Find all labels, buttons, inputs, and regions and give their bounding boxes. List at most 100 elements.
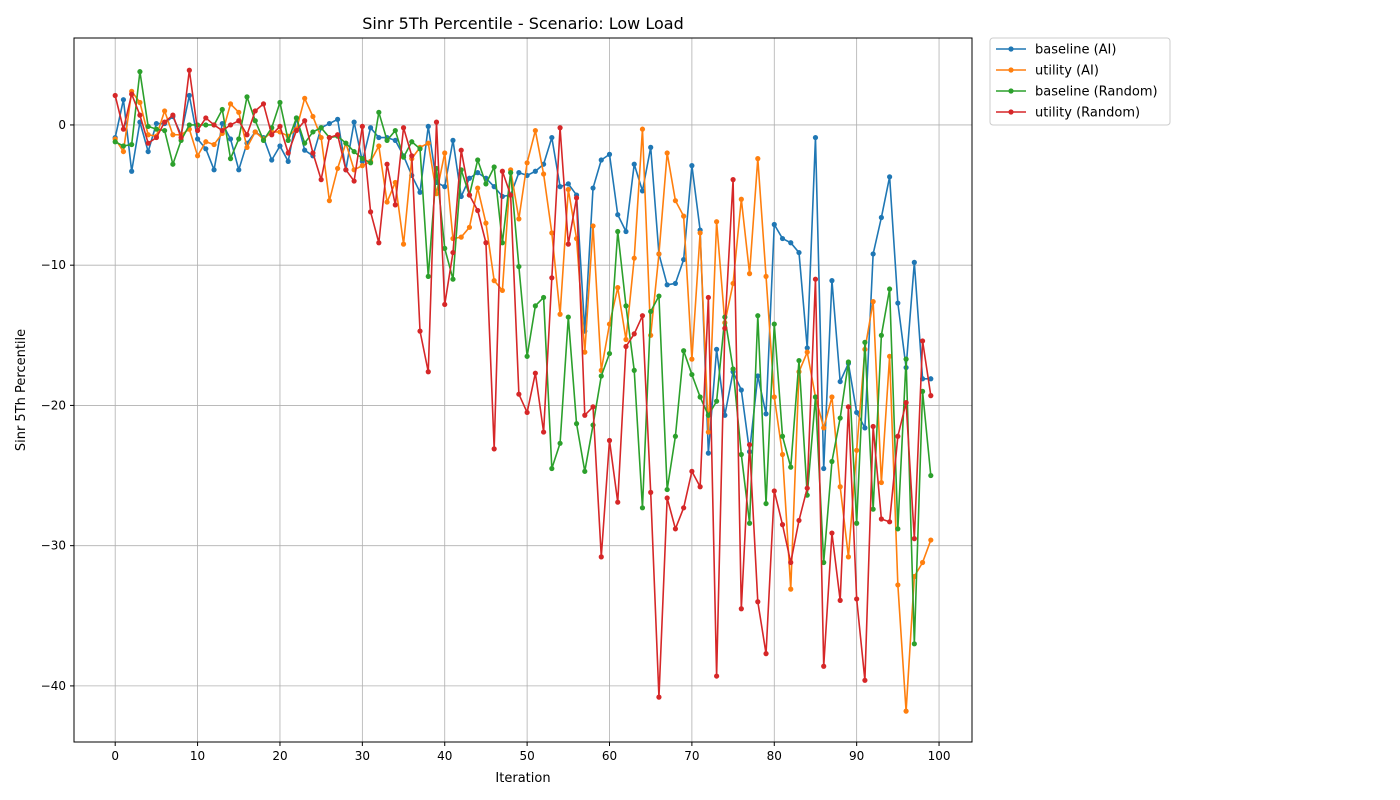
series-line [114, 69, 932, 698]
data-point [895, 582, 901, 588]
data-point [763, 273, 769, 280]
data-point [285, 158, 291, 165]
data-point [466, 224, 473, 230]
data-point [895, 433, 901, 439]
legend-label: baseline (AI) [1035, 43, 1116, 58]
data-point [681, 348, 687, 354]
data-point [129, 168, 135, 174]
series-line [114, 70, 932, 645]
data-point [623, 343, 629, 350]
data-point [590, 223, 596, 229]
data-point [384, 199, 390, 205]
data-point [870, 299, 876, 305]
data-point [755, 313, 761, 319]
data-point [911, 259, 917, 265]
data-point [227, 122, 234, 128]
legend: baseline (AI) utility (AI) baseline (Rando… [989, 37, 1171, 126]
data-point [796, 249, 802, 256]
data-point [508, 192, 514, 198]
data-point [887, 286, 893, 292]
data-point [491, 278, 497, 284]
data-point [417, 146, 423, 152]
data-point [656, 293, 662, 299]
data-point [293, 127, 300, 134]
data-point [697, 230, 703, 236]
series-baseline-random [112, 69, 934, 647]
data-point [788, 464, 794, 470]
data-point [788, 586, 794, 592]
data-point [129, 141, 135, 148]
data-point [623, 228, 629, 235]
data-point [812, 276, 819, 282]
data-point [244, 132, 250, 138]
data-point [285, 137, 291, 143]
data-point [227, 101, 234, 107]
data-point [672, 433, 679, 439]
x-tick-label: 60 [602, 749, 617, 763]
data-point [203, 122, 209, 128]
data-point [285, 150, 291, 156]
x-axis-label: Iteration [495, 771, 550, 786]
data-point [194, 127, 201, 134]
data-point [145, 123, 151, 129]
data-point [697, 484, 703, 490]
data-point [236, 136, 242, 142]
data-point [705, 412, 711, 418]
data-point [928, 393, 934, 399]
data-point [442, 301, 448, 308]
data-point [310, 150, 316, 156]
data-point [450, 276, 456, 282]
data-point [796, 357, 802, 364]
data-point [302, 95, 308, 101]
data-point [302, 118, 308, 124]
data-point [145, 140, 151, 146]
data-point [269, 132, 275, 138]
data-point [565, 314, 571, 320]
data-point [919, 559, 926, 566]
data-point [219, 106, 225, 113]
data-point [524, 160, 530, 166]
series-utility-random [112, 67, 934, 700]
data-point [573, 195, 580, 201]
legend-item: utility (AI) [996, 64, 1099, 79]
data-point [648, 308, 654, 315]
data-point [367, 209, 374, 215]
data-point [672, 526, 679, 532]
data-point [376, 143, 382, 149]
data-point [714, 219, 720, 225]
data-point [565, 181, 571, 187]
x-tick-label: 0 [111, 749, 119, 763]
data-point [639, 126, 646, 132]
data-point [516, 216, 522, 222]
data-point [524, 409, 530, 416]
data-point [475, 207, 481, 214]
data-point [763, 411, 769, 417]
data-point [310, 129, 316, 135]
data-point [623, 336, 629, 343]
series-line [114, 90, 932, 712]
series-layer [112, 67, 934, 714]
data-point [779, 451, 786, 458]
data-point [639, 313, 646, 319]
data-point [821, 425, 827, 431]
data-point [120, 97, 127, 103]
data-point [862, 339, 868, 345]
data-point [606, 151, 613, 157]
data-point [623, 303, 629, 309]
data-point [466, 175, 473, 181]
data-point [442, 245, 448, 251]
data-point [186, 67, 192, 73]
x-tick-label: 70 [684, 749, 699, 763]
data-point [359, 123, 365, 129]
data-point [335, 116, 341, 122]
data-point [466, 192, 473, 198]
data-point [532, 127, 538, 134]
data-point [153, 134, 159, 141]
data-point [639, 505, 646, 511]
data-point [351, 148, 357, 155]
data-point [532, 370, 538, 376]
data-point [730, 366, 736, 372]
legend-swatch-marker [1008, 67, 1014, 73]
data-point [615, 228, 621, 235]
legend-label: baseline (Random) [1035, 85, 1158, 100]
